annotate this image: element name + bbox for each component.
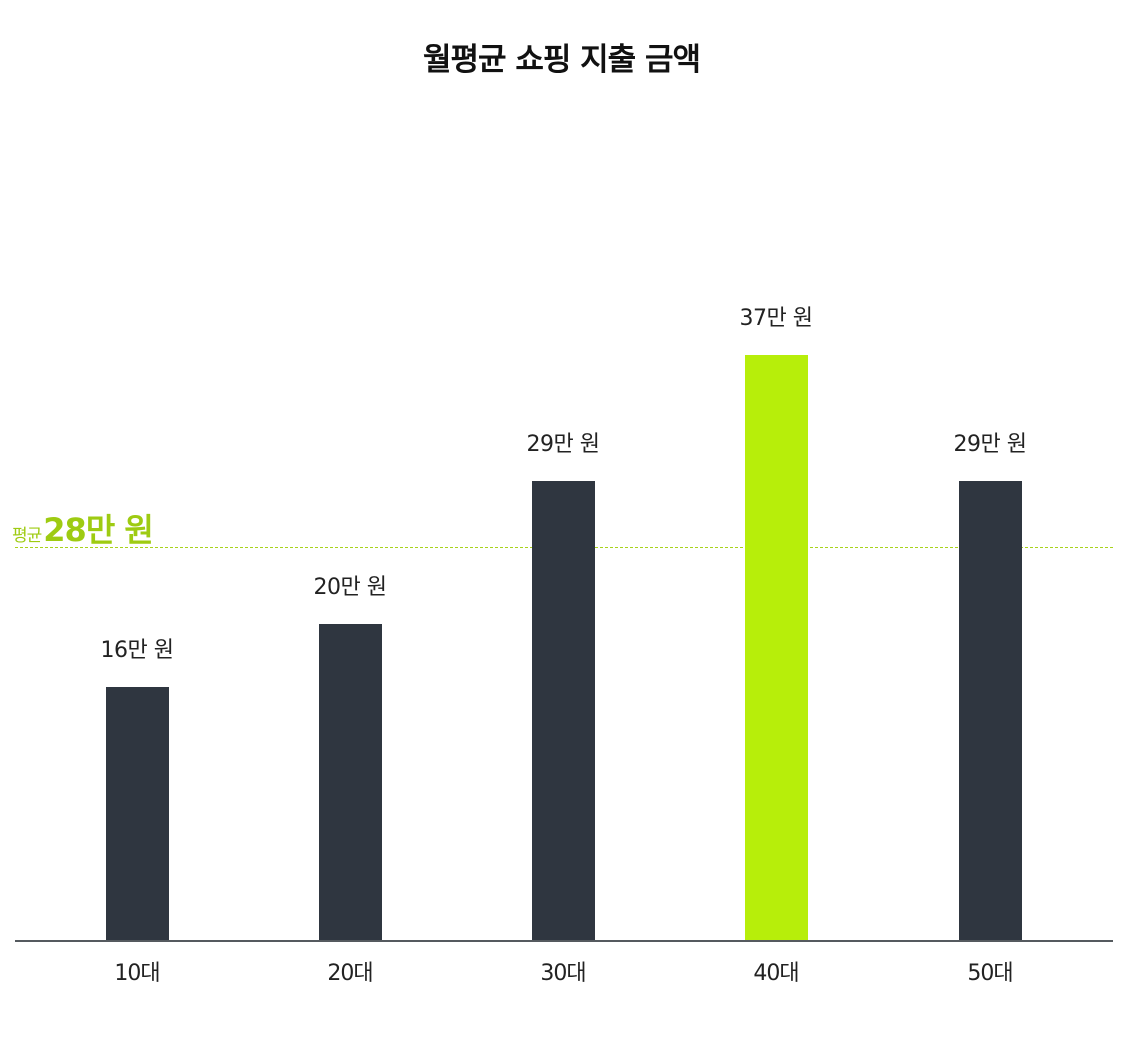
bar-20s	[318, 623, 382, 940]
bar-30s	[531, 481, 595, 940]
average-value: 28만 원	[43, 511, 154, 550]
x-tick-label: 20대	[327, 961, 373, 986]
x-tick-label: 10대	[114, 961, 160, 986]
bar-value-label: 37만 원	[739, 306, 813, 331]
bar-value-label: 16만 원	[100, 638, 174, 664]
x-tick-label: 50대	[967, 961, 1013, 986]
average-prefix: 평균	[12, 526, 42, 547]
chart-title: 월평균 쇼핑 지출 금액	[422, 42, 701, 78]
bar-40s	[744, 355, 808, 940]
bar-value-label: 29만 원	[953, 432, 1027, 458]
bar-50s	[958, 481, 1022, 940]
x-axis-line	[15, 940, 1113, 942]
bar-value-label: 20만 원	[313, 574, 387, 600]
bar-value-label: 29만 원	[526, 432, 600, 458]
x-tick-label: 30대	[540, 961, 586, 986]
bar-10s	[105, 687, 169, 940]
average-label: 평균28만 원	[12, 505, 154, 551]
x-tick-label: 40대	[753, 961, 799, 986]
